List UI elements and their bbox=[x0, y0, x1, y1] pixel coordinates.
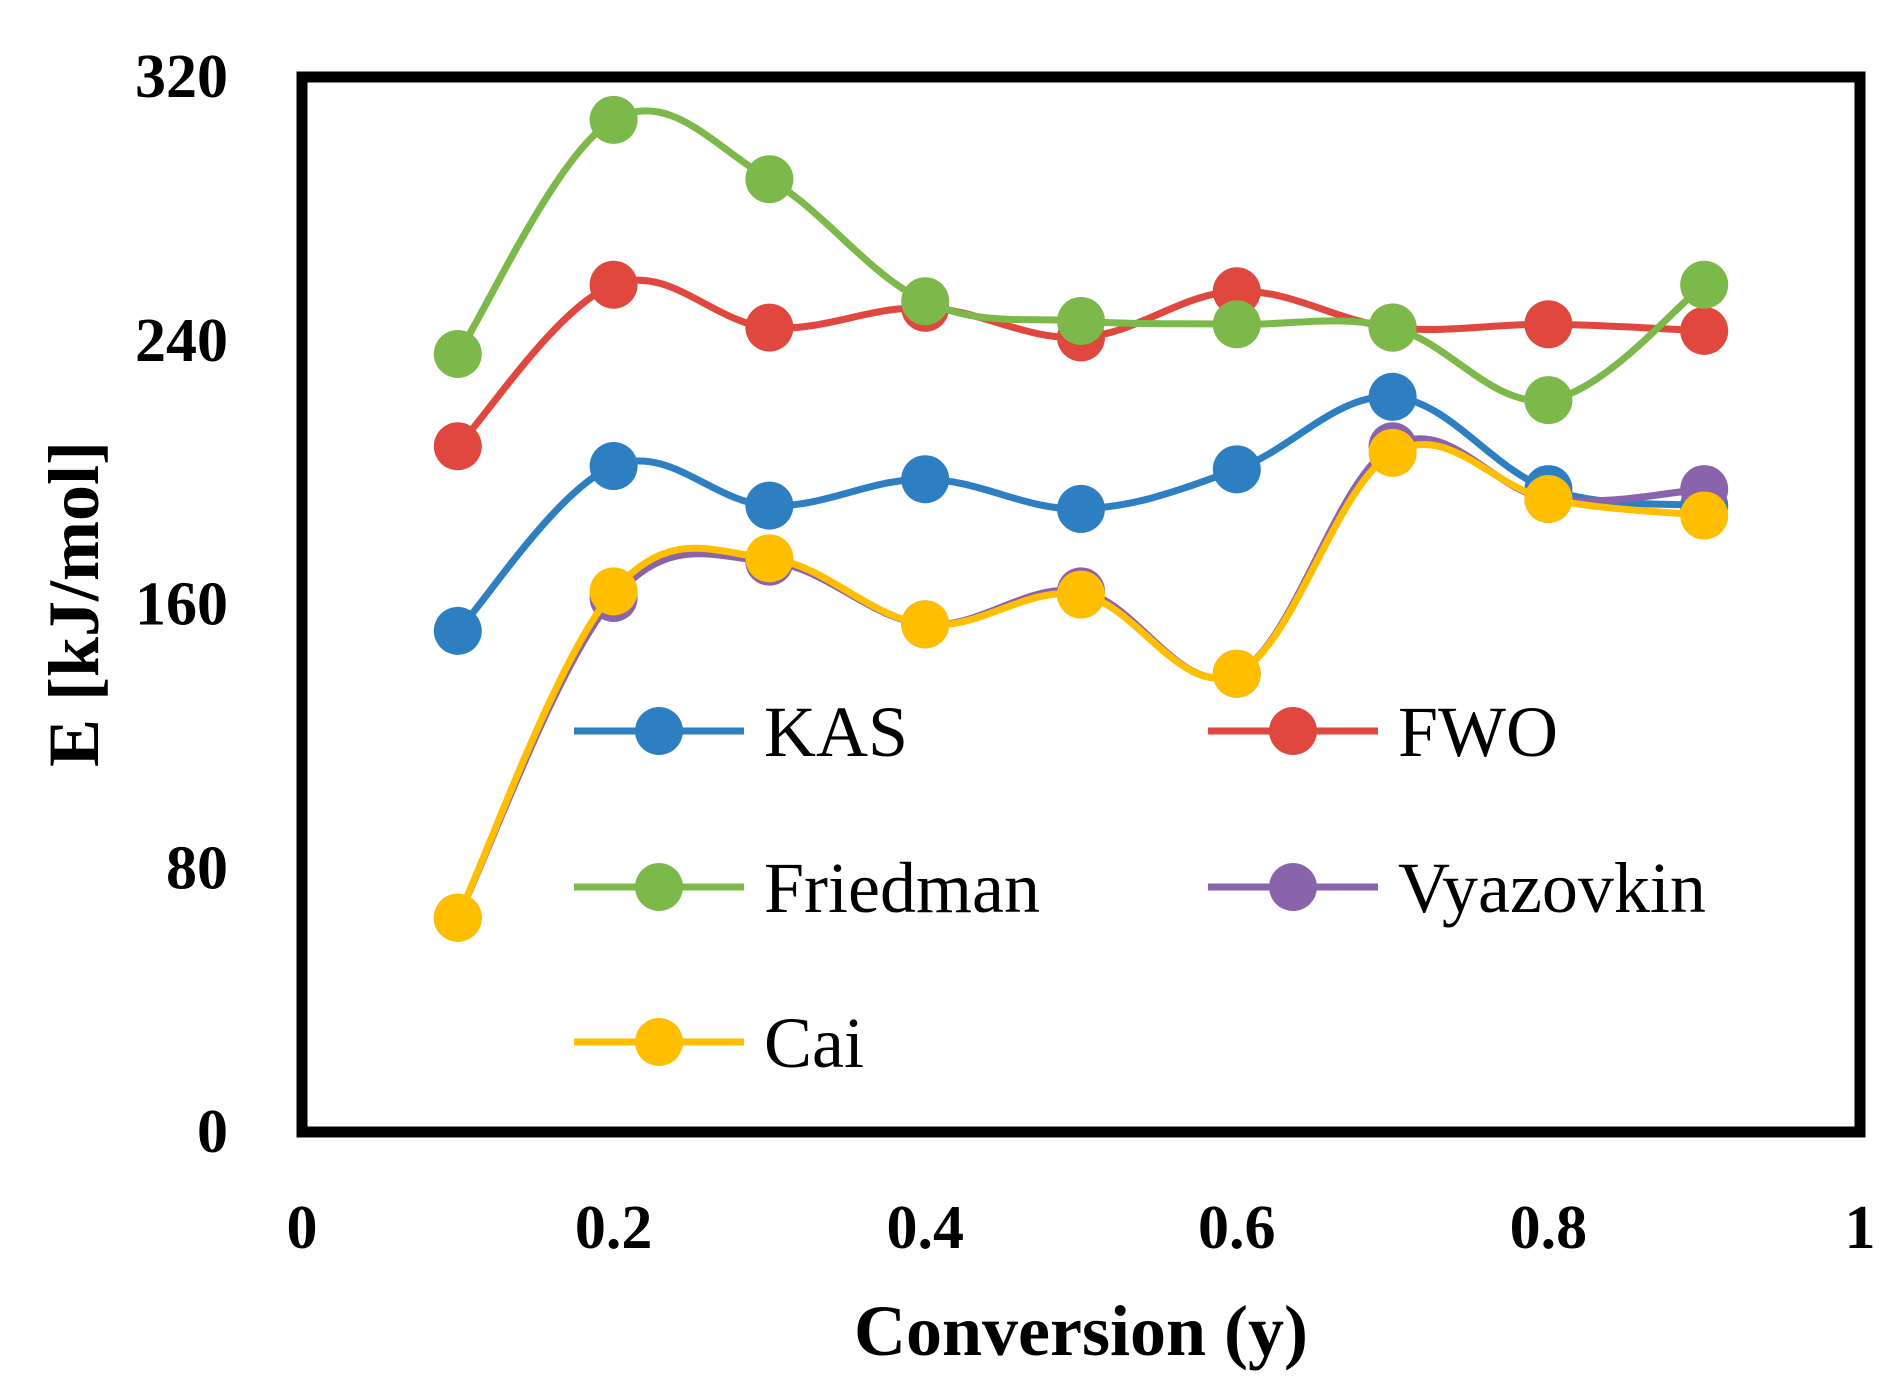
point-cai-0.3 bbox=[745, 534, 794, 583]
x-axis-title: Conversion (y) bbox=[854, 1291, 1308, 1371]
point-friedman-0.7 bbox=[1368, 303, 1417, 352]
point-fwo-0.9 bbox=[1680, 306, 1729, 355]
legend-item-friedman: Friedman bbox=[574, 848, 1040, 928]
y-tick-label: 240 bbox=[135, 307, 228, 375]
point-fwo-0.2 bbox=[589, 260, 638, 309]
point-cai-0.4 bbox=[901, 600, 950, 649]
point-kas-0.2 bbox=[589, 442, 638, 491]
point-cai-0.5 bbox=[1057, 570, 1105, 619]
legend-item-vyazovkin: Vyazovkin bbox=[1208, 848, 1706, 928]
legend-swatch-marker bbox=[1269, 863, 1317, 911]
point-cai-0.9 bbox=[1680, 491, 1729, 540]
x-axis-ticks: 0 0.2 0.4 0.6 0.8 1 bbox=[287, 1194, 1876, 1262]
point-friedman-0.3 bbox=[745, 155, 794, 204]
x-tick-label: 0.2 bbox=[575, 1194, 653, 1262]
legend-label: Cai bbox=[764, 1003, 864, 1083]
point-fwo-0.6 bbox=[1212, 267, 1261, 316]
legend-item-kas: KAS bbox=[574, 692, 908, 772]
legend-swatch-marker bbox=[635, 863, 683, 911]
point-friedman-0.1 bbox=[433, 329, 482, 378]
x-tick-label: 0.4 bbox=[886, 1194, 964, 1262]
y-tick-label: 160 bbox=[135, 571, 228, 639]
plot-area-frame bbox=[296, 71, 1866, 1138]
point-cai-0.1 bbox=[433, 893, 482, 942]
legend-label: FWO bbox=[1398, 692, 1558, 772]
point-cai-0.6 bbox=[1212, 649, 1261, 698]
y-axis-title: E [kJ/mol] bbox=[34, 441, 114, 767]
y-tick-label: 0 bbox=[197, 1098, 228, 1166]
legend-label: Vyazovkin bbox=[1398, 848, 1706, 928]
legend-swatch-marker bbox=[635, 707, 683, 755]
point-friedman-0.4 bbox=[901, 277, 950, 326]
point-fwo-0.3 bbox=[745, 303, 794, 352]
point-friedman-0.5 bbox=[1057, 296, 1105, 345]
y-axis-ticks: 0 80 160 240 320 bbox=[135, 43, 228, 1166]
point-cai-0.2 bbox=[589, 567, 638, 616]
point-kas-0.1 bbox=[433, 606, 482, 655]
point-cai-0.8 bbox=[1524, 475, 1573, 523]
point-kas-0.3 bbox=[745, 481, 794, 530]
x-tick-label: 0.6 bbox=[1198, 1194, 1276, 1262]
point-kas-0.5 bbox=[1057, 484, 1105, 533]
legend-swatch-marker bbox=[1269, 707, 1317, 755]
x-tick-label: 1 bbox=[1845, 1194, 1876, 1262]
point-fwo-0.1 bbox=[433, 422, 482, 471]
point-kas-0.7 bbox=[1368, 372, 1417, 421]
legend-item-cai: Cai bbox=[574, 1003, 864, 1083]
point-cai-0.7 bbox=[1368, 428, 1417, 477]
y-tick-label: 80 bbox=[166, 834, 228, 902]
point-fwo-0.8 bbox=[1524, 300, 1573, 349]
legend-label: Friedman bbox=[764, 848, 1040, 928]
y-tick-label: 320 bbox=[135, 43, 228, 111]
series-layer bbox=[433, 95, 1729, 942]
point-kas-0.4 bbox=[901, 455, 950, 504]
point-friedman-0.6 bbox=[1212, 300, 1261, 349]
legend-item-fwo: FWO bbox=[1208, 692, 1558, 772]
series-cai bbox=[433, 428, 1729, 942]
point-kas-0.6 bbox=[1212, 445, 1261, 494]
series-fwo bbox=[433, 260, 1729, 471]
point-friedman-0.8 bbox=[1524, 376, 1573, 425]
point-friedman-0.2 bbox=[589, 95, 638, 144]
x-tick-label: 0 bbox=[287, 1194, 318, 1262]
legend: KAS FWO Friedman Vyazovkin Cai bbox=[574, 692, 1706, 1083]
legend-swatch-marker bbox=[635, 1018, 683, 1066]
x-tick-label: 0.8 bbox=[1510, 1194, 1588, 1262]
point-friedman-0.9 bbox=[1680, 260, 1729, 309]
legend-label: KAS bbox=[764, 692, 908, 772]
series-friedman bbox=[433, 95, 1729, 425]
